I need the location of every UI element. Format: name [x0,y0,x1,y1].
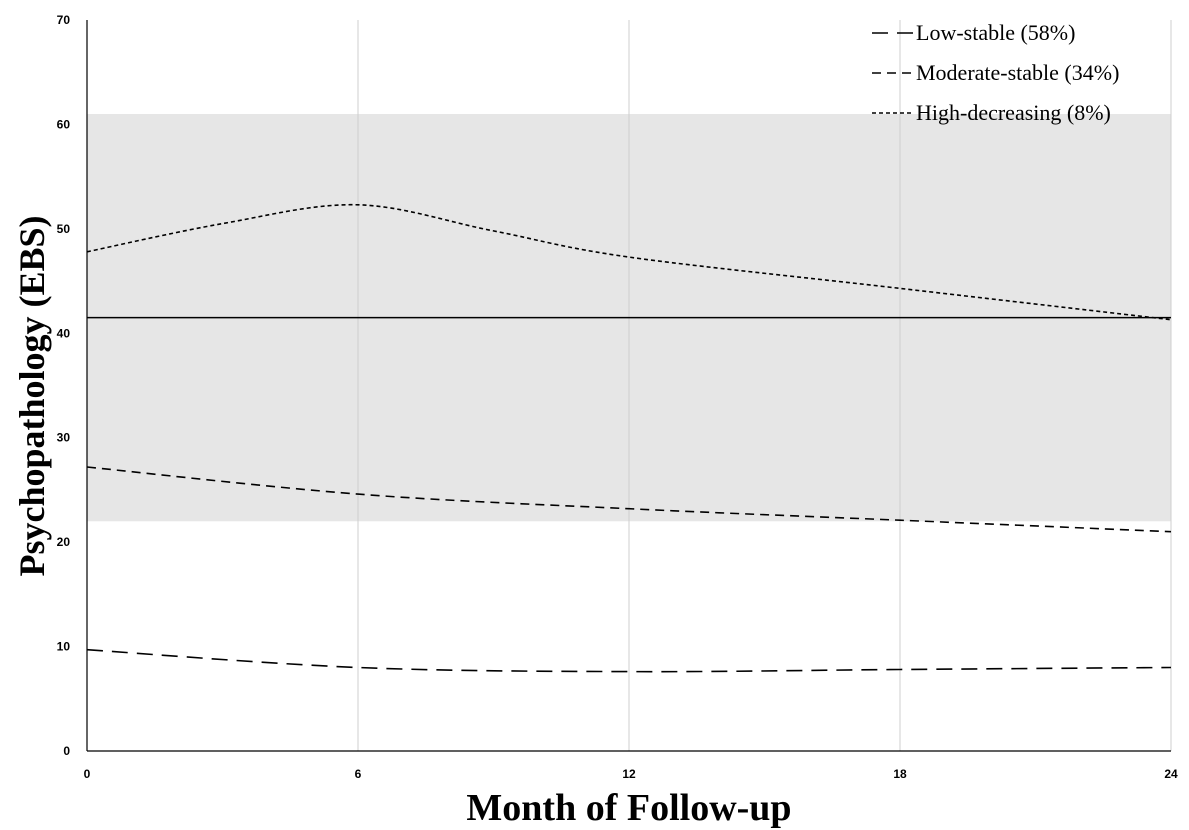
y-tick-label-70: 70 [57,13,71,27]
y-tick-label-10: 10 [57,640,71,654]
legend-label-1: Moderate-stable (34%) [916,60,1119,85]
axis-layer [86,20,1171,752]
y-tick-label-30: 30 [57,431,71,445]
y-tick-label-0: 0 [63,744,70,758]
series-layer [86,203,1172,673]
x-tick-label-24: 24 [1164,767,1178,781]
series-line-1 [86,466,1172,533]
series-line-0 [86,648,1172,673]
x-tick-label-18: 18 [893,767,907,781]
series-line-2 [86,203,1172,321]
x-axis-title: Month of Follow-up [466,787,791,829]
y-tick-label-40: 40 [57,326,71,340]
y-tick-label-20: 20 [57,535,71,549]
y-tick-label-50: 50 [57,222,71,236]
legend: Low-stable (58%) Moderate-stable (34%) Hig… [872,20,1119,125]
tick-label-layer: 0 10 20 30 40 50 60 70 0 6 12 18 24 [57,13,1178,781]
legend-label-0: Low-stable (58%) [916,20,1075,45]
gridline-layer [357,20,1172,751]
x-tick-label-0: 0 [84,767,91,781]
y-tick-label-60: 60 [57,117,71,131]
legend-label-2: High-decreasing (8%) [916,100,1111,125]
x-tick-label-6: 6 [355,767,362,781]
y-axis-title: Psychopathology (EBS) [12,215,52,576]
x-tick-label-12: 12 [622,767,636,781]
